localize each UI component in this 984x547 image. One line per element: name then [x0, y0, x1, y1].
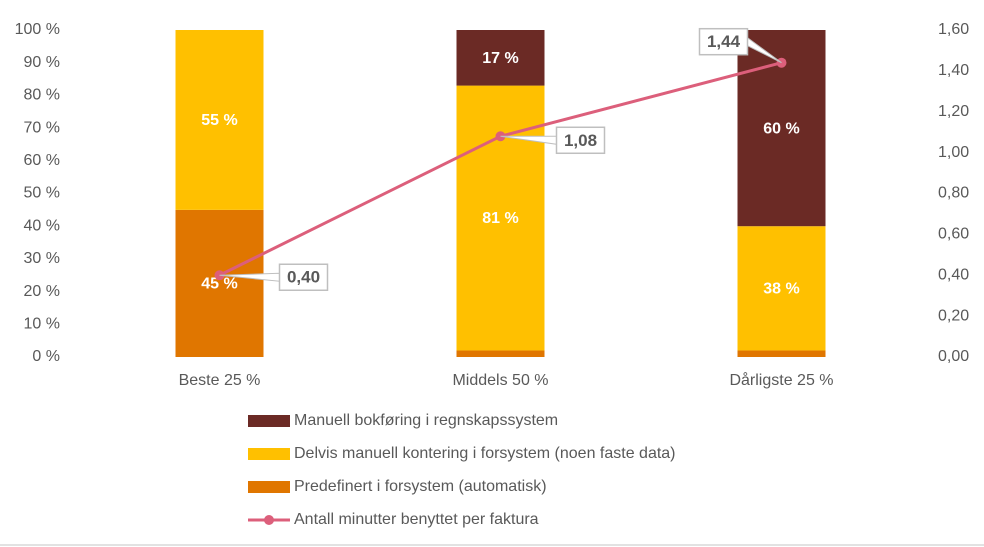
y-tick-label: 10 %: [24, 316, 60, 333]
y-tick-label: 70 %: [24, 119, 60, 136]
bar-value-label: 17 %: [482, 50, 518, 67]
y-tick-label: 60 %: [24, 152, 60, 169]
bar-segment: [737, 226, 826, 351]
legend-label: Predefinert i forsystem (automatisk): [294, 478, 547, 495]
legend-swatch-marker: [264, 515, 274, 525]
y2-tick-label: 0,00: [938, 348, 969, 365]
y2-tick-label: 1,60: [938, 21, 969, 38]
y-tick-label: 100 %: [15, 21, 60, 38]
y2-tick-label: 0,40: [938, 266, 969, 283]
y2-tick-label: 0,80: [938, 185, 969, 202]
y2-tick-label: 0,20: [938, 307, 969, 324]
y-tick-label: 30 %: [24, 250, 60, 267]
y-tick-label: 50 %: [24, 185, 60, 202]
line-value-label: 0,40: [287, 268, 320, 287]
x-tick-label: Beste 25 %: [179, 372, 261, 389]
bar-value-label: 55 %: [201, 112, 237, 129]
bar-segment: [737, 350, 826, 357]
y-tick-label: 20 %: [24, 283, 60, 300]
bar-segment: [456, 350, 545, 357]
y2-tick-label: 1,20: [938, 103, 969, 120]
y-tick-label: 90 %: [24, 54, 60, 71]
label-box: [278, 263, 329, 291]
legend-swatch: [248, 415, 290, 427]
bar-value-label: 45 %: [201, 276, 237, 293]
bar-segment: [456, 30, 545, 86]
legend-swatch: [248, 481, 290, 493]
y-tick-label: 40 %: [24, 217, 60, 234]
line-value-label: 1,08: [564, 131, 597, 150]
x-tick-label: Dårligste 25 %: [729, 371, 833, 389]
line-value-label: 1,44: [707, 32, 741, 51]
y2-tick-label: 1,40: [938, 62, 969, 79]
y-tick-label: 0 %: [32, 348, 60, 365]
bar-segment: [175, 209, 264, 357]
y2-tick-label: 0,60: [938, 226, 969, 243]
bar-value-label: 60 %: [763, 120, 799, 137]
y-tick-label: 80 %: [24, 87, 60, 104]
label-box: [698, 27, 749, 56]
bar-value-label: 38 %: [763, 281, 799, 298]
legend-label: Antall minutter benyttet per faktura: [294, 511, 539, 528]
bar-segment: [175, 30, 264, 210]
x-tick-label: Middels 50 %: [452, 372, 548, 389]
y2-tick-label: 1,00: [938, 144, 969, 161]
legend-swatch: [248, 448, 290, 460]
label-box: [555, 126, 606, 155]
bar-value-label: 81 %: [482, 210, 518, 227]
legend-label: Manuell bokføring i regnskapssystem: [294, 412, 558, 429]
legend-label: Delvis manuell kontering i forsystem (no…: [294, 445, 676, 462]
